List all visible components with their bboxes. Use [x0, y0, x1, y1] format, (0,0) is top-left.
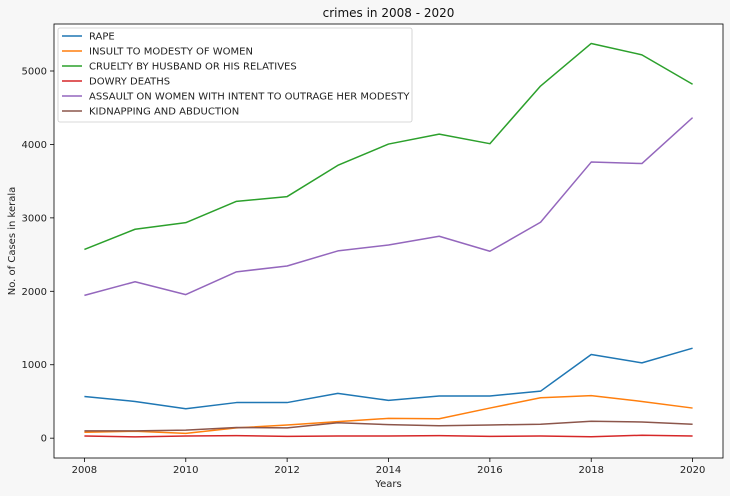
x-tick-label: 2016 — [477, 465, 502, 476]
y-tick-label: 2000 — [22, 287, 47, 298]
legend-label: ASSAULT ON WOMEN WITH INTENT TO OUTRAGE … — [89, 92, 410, 103]
x-axis: 2008 2010 2012 2014 2016 2018 2020 — [72, 458, 705, 476]
legend-label: DOWRY DEATHS — [89, 77, 170, 88]
series-line-2 — [84, 42, 693, 251]
legend-label: RAPE — [89, 32, 115, 43]
y-axis-label: No. of Cases in kerala — [7, 187, 18, 296]
legend-frame — [57, 27, 413, 123]
x-tick-label: 2008 — [72, 465, 97, 476]
legend-label: INSULT TO MODESTY OF WOMEN — [89, 47, 253, 58]
plot-frame — [53, 23, 724, 459]
legend-label: KIDNAPPING AND ABDUCTION — [89, 107, 239, 118]
series-line-3 — [84, 434, 693, 438]
series-line-0 — [84, 347, 693, 410]
y-tick-label: 5000 — [22, 66, 47, 77]
series-line-5 — [84, 420, 693, 432]
x-tick-label: 2010 — [173, 465, 198, 476]
y-tick-label: 4000 — [22, 140, 47, 151]
y-tick-label: 1000 — [22, 360, 47, 371]
y-axis: 0 1000 2000 3000 4000 5000 — [22, 66, 54, 445]
x-tick-label: 2020 — [680, 465, 705, 476]
series-layer — [84, 42, 694, 438]
legend: RAPE INSULT TO MODESTY OF WOMEN CRUELTY BY… — [57, 27, 413, 123]
x-tick-label: 2012 — [274, 465, 299, 476]
y-tick-label: 3000 — [22, 213, 47, 224]
series-line-4 — [84, 117, 694, 297]
chart-title: crimes in 2008 - 2020 — [323, 6, 455, 20]
y-tick-label: 0 — [41, 434, 47, 445]
legend-label: CRUELTY BY HUSBAND OR HIS RELATIVES — [89, 62, 297, 73]
x-tick-label: 2018 — [579, 465, 604, 476]
x-tick-label: 2014 — [376, 465, 401, 476]
x-axis-label: Years — [374, 479, 401, 490]
series-line-1 — [84, 394, 693, 435]
